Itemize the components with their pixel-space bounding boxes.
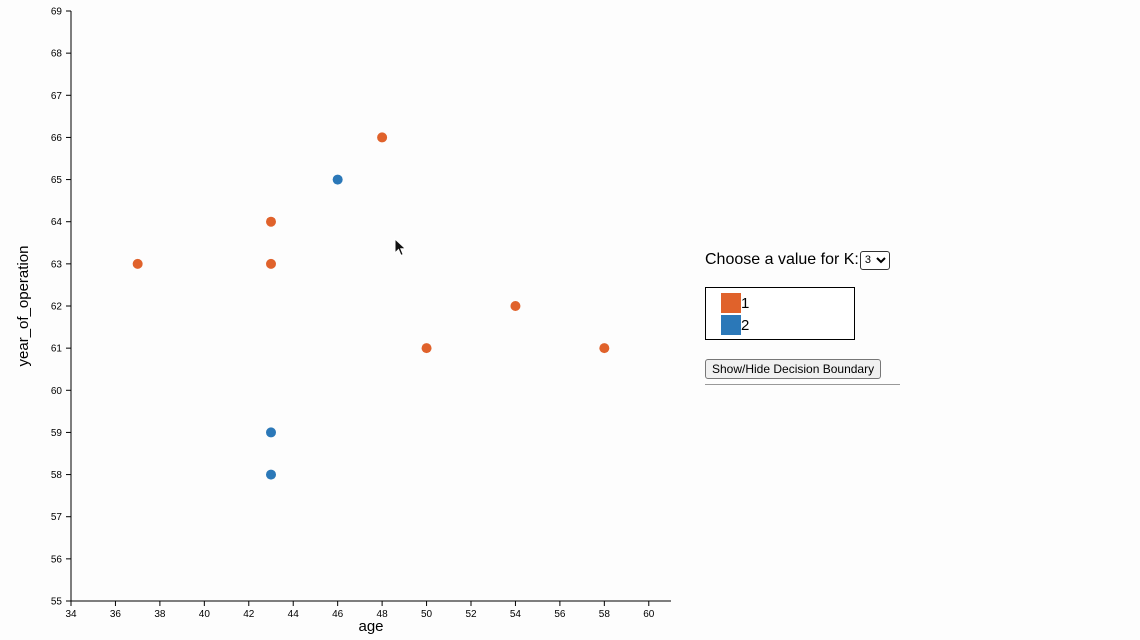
x-axis-title: age (358, 618, 383, 635)
x-tick-label: 46 (332, 609, 344, 620)
x-tick: 38 (154, 601, 166, 620)
y-tick: 57 (51, 512, 71, 523)
controls-panel: Choose a value for K: 3 1 2 Show/Hide De… (705, 250, 905, 385)
data-point-class-2[interactable] (266, 427, 276, 438)
y-axis: 55 56 57 58 59 60 61 62 63 64 65 66 67 68 69 (51, 7, 72, 608)
y-tick: 64 (51, 217, 71, 228)
y-tick-label: 58 (51, 470, 63, 481)
legend: 1 2 (705, 287, 855, 340)
data-point-class-1[interactable] (421, 343, 432, 354)
y-tick: 65 (51, 175, 71, 186)
x-tick: 44 (288, 601, 300, 620)
x-tick-label: 56 (554, 609, 566, 620)
y-tick-label: 68 (51, 49, 63, 60)
decision-boundary-button[interactable]: Show/Hide Decision Boundary (705, 359, 882, 379)
mouse-cursor-icon (394, 238, 407, 257)
y-tick-label: 62 (51, 302, 63, 313)
y-tick: 59 (51, 428, 71, 439)
x-tick-label: 48 (377, 609, 389, 620)
legend-swatch-1 (721, 293, 741, 313)
x-tick: 48 (377, 601, 389, 620)
data-point-class-2[interactable] (266, 469, 276, 480)
x-tick-label: 52 (465, 609, 477, 620)
x-tick-label: 34 (65, 609, 77, 620)
x-tick-label: 58 (599, 609, 611, 620)
data-point-class-2[interactable] (332, 174, 343, 185)
y-tick-label: 59 (51, 428, 63, 439)
x-tick: 60 (643, 601, 655, 620)
x-tick-label: 60 (643, 609, 655, 620)
k-label: Choose a value for K: (705, 251, 859, 268)
y-tick-label: 61 (51, 344, 63, 355)
data-point-class-1[interactable] (266, 258, 276, 269)
y-tick-label: 55 (51, 597, 63, 608)
x-tick-label: 38 (154, 609, 166, 620)
y-tick: 67 (51, 91, 71, 102)
x-tick: 56 (554, 601, 566, 620)
data-point-class-1[interactable] (132, 258, 143, 269)
x-tick: 34 (65, 601, 77, 620)
x-tick: 36 (110, 601, 122, 620)
data-point-class-1[interactable] (510, 301, 521, 311)
y-tick: 60 (51, 386, 71, 397)
y-tick-label: 60 (51, 386, 63, 397)
x-tick-label: 54 (510, 609, 522, 620)
y-tick: 61 (51, 344, 71, 355)
x-tick-label: 40 (199, 609, 211, 620)
legend-item-2: 2 (721, 314, 854, 336)
y-tick: 62 (51, 302, 71, 313)
y-tick: 56 (51, 554, 71, 565)
x-tick-label: 44 (288, 609, 300, 620)
y-tick-label: 66 (51, 133, 63, 144)
y-tick: 68 (51, 49, 71, 60)
y-tick-label: 69 (51, 7, 63, 18)
scatter-chart: 34 36 38 40 42 44 46 48 50 52 54 56 58 60 55 56 57 58 59 6… (15, 7, 671, 635)
y-tick-label: 63 (51, 259, 63, 270)
x-tick: 52 (465, 601, 477, 620)
x-tick-label: 36 (110, 609, 122, 620)
k-select[interactable]: 3 (859, 250, 890, 270)
x-axis: 34 36 38 40 42 44 46 48 50 52 54 56 58 60 (65, 600, 671, 620)
data-point-class-1[interactable] (377, 132, 388, 143)
k-row: Choose a value for K: 3 (705, 250, 905, 270)
divider (705, 384, 900, 385)
x-tick: 46 (332, 601, 344, 620)
y-tick: 55 (51, 597, 71, 608)
y-tick: 69 (51, 7, 71, 18)
y-tick-label: 65 (51, 175, 63, 186)
legend-label-2: 2 (741, 316, 750, 334)
y-tick-label: 56 (51, 554, 63, 565)
x-tick: 58 (599, 601, 611, 620)
x-tick: 40 (199, 601, 211, 620)
y-tick-label: 57 (51, 512, 63, 523)
y-tick: 58 (51, 470, 71, 481)
y-tick: 63 (51, 259, 71, 270)
legend-item-1: 1 (721, 292, 854, 314)
x-tick: 50 (421, 601, 433, 620)
y-axis-title: year_of_operation (15, 246, 32, 367)
data-points (132, 132, 610, 480)
data-point-class-1[interactable] (266, 216, 276, 227)
x-tick: 54 (510, 601, 522, 620)
legend-label-1: 1 (741, 294, 750, 312)
legend-swatch-2 (721, 315, 741, 335)
x-tick-label: 42 (243, 609, 255, 620)
data-point-class-1[interactable] (599, 343, 610, 354)
y-tick-label: 67 (51, 91, 63, 102)
y-tick: 66 (51, 133, 71, 144)
x-tick-label: 50 (421, 609, 433, 620)
x-tick: 42 (243, 601, 255, 620)
y-tick-label: 64 (51, 217, 63, 228)
